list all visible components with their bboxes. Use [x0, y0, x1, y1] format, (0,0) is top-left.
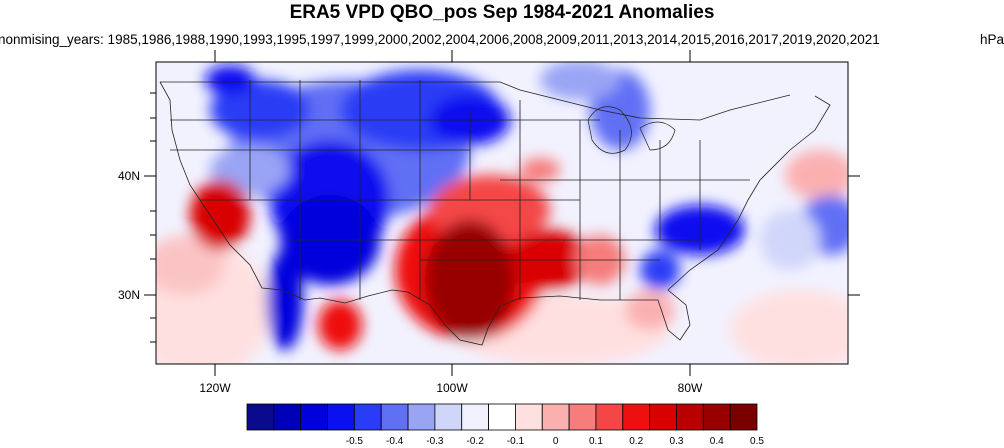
lat-label-40n: 40N — [118, 169, 140, 183]
units-label: hPa — [979, 32, 1004, 47]
anomaly-field — [156, 62, 848, 364]
colorbar-swatch — [434, 403, 463, 431]
colorbar-swatch — [353, 403, 382, 431]
colorbar-swatch — [595, 403, 624, 431]
colorbar-label: 0.5 — [750, 436, 764, 447]
lon-label-80w: 80W — [678, 381, 703, 395]
colorbar-label: 0.4 — [710, 436, 724, 447]
colorbar-label: -0.3 — [426, 436, 444, 447]
colorbar-swatch — [246, 403, 275, 431]
colorbar-swatch — [461, 403, 489, 431]
lat-label-30n: 30N — [118, 288, 140, 302]
colorbar-label: -0.5 — [346, 436, 364, 447]
colorbar-swatch — [300, 403, 328, 431]
colorbar-swatch — [488, 403, 516, 431]
years-subtitle: nonmising_years: 1985,1986,1988,1990,199… — [0, 32, 880, 47]
colorbar-swatch — [702, 403, 731, 431]
colorbar-swatch — [407, 403, 436, 431]
colorbar-swatch — [327, 403, 355, 431]
colorbar-swatch — [380, 403, 409, 431]
colorbar-swatch — [568, 403, 597, 431]
colorbar-label: 0.3 — [670, 436, 684, 447]
colorbar-swatch — [515, 403, 543, 431]
colorbar-label: -0.4 — [386, 436, 404, 447]
colorbar-label: 0.2 — [629, 436, 643, 447]
colorbar-swatch — [273, 403, 302, 431]
lon-label-100w: 100W — [436, 381, 468, 395]
colorbar-label: 0 — [553, 436, 559, 447]
colorbar-swatch — [729, 403, 758, 431]
colorbar-label: -0.2 — [467, 436, 485, 447]
colorbar-label: 0.1 — [589, 436, 603, 447]
lon-label-120w: 120W — [199, 381, 231, 395]
map-frame — [155, 61, 849, 365]
plot-title: ERA5 VPD QBO_pos Sep 1984-2021 Anomalies — [289, 2, 715, 23]
state-boundaries — [159, 80, 831, 346]
colorbar: -0.5 -0.4 -0.3 -0.2 -0.1 0 0.1 0.2 0.3 0.4 0.5 — [246, 403, 764, 447]
colorbar-swatch — [622, 403, 651, 431]
colorbar-label: -0.1 — [507, 436, 525, 447]
colorbar-swatch — [541, 403, 570, 431]
axis-ticks — [144, 50, 860, 376]
colorbar-swatch — [676, 403, 704, 431]
colorbar-swatch — [649, 403, 677, 431]
